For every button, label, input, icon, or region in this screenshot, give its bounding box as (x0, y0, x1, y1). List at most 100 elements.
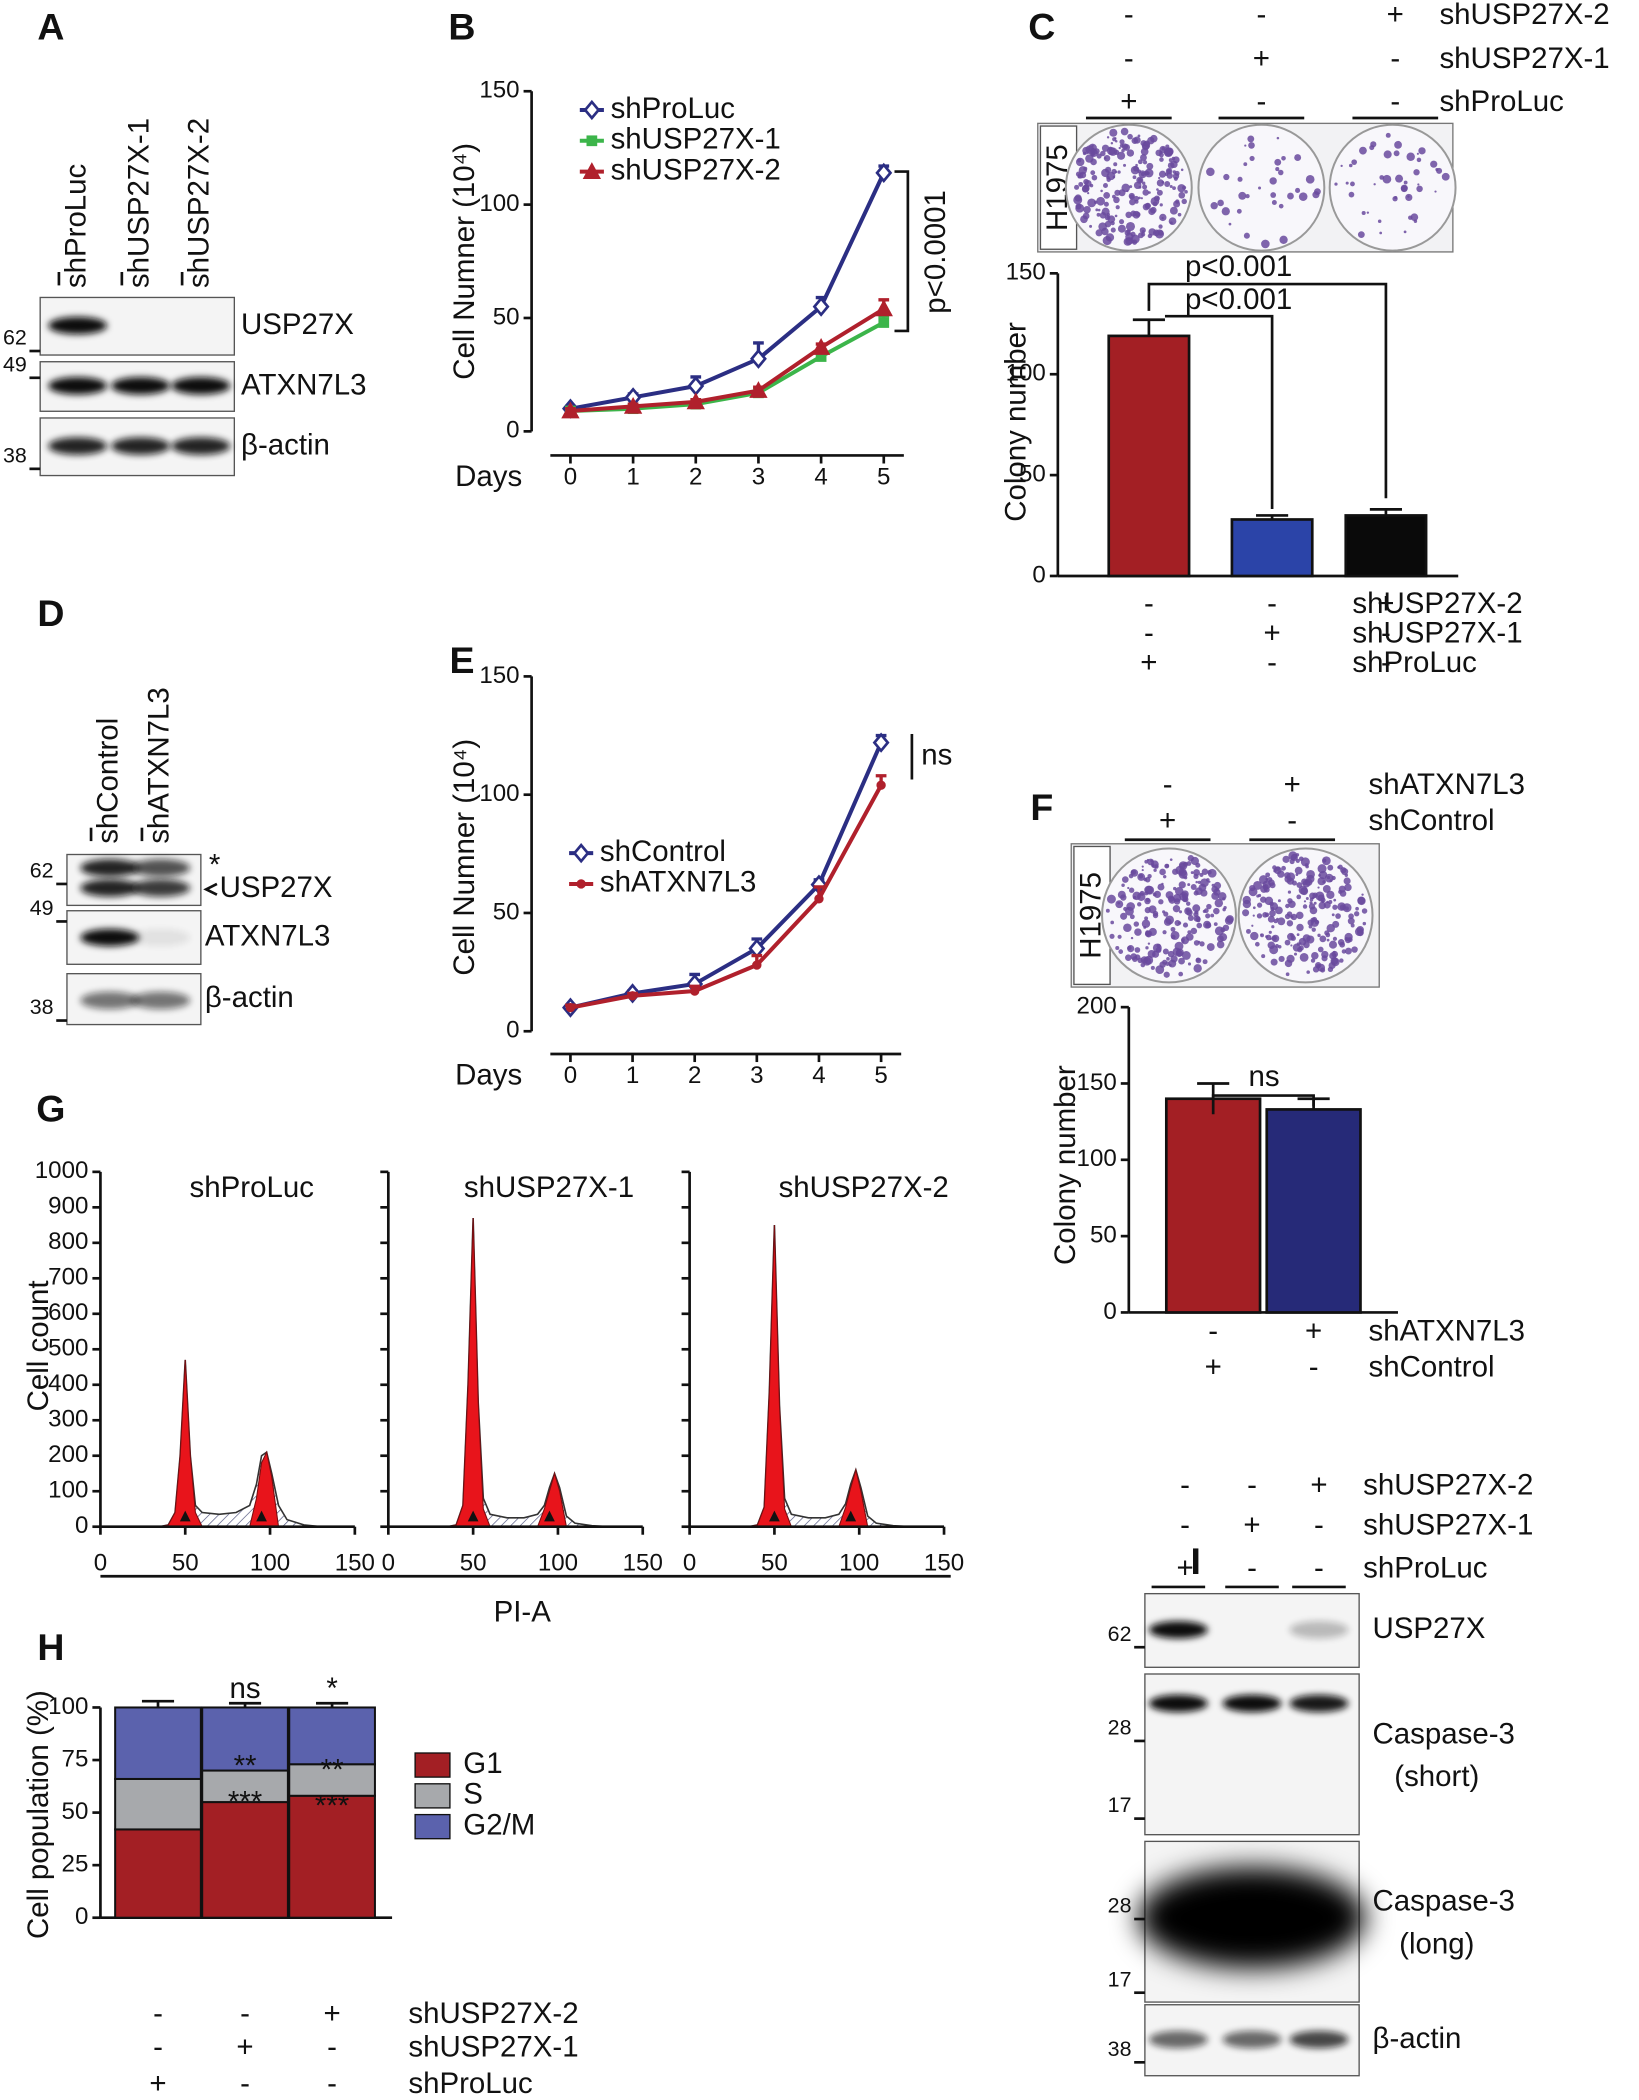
colony (1236, 208, 1242, 214)
panel-label: C (1028, 6, 1055, 48)
legend-label: shUSP27X-1 (611, 123, 781, 156)
colony (1320, 967, 1326, 973)
marker-label: 17 (1108, 1967, 1132, 1991)
colony (1311, 951, 1319, 960)
colony (1168, 959, 1177, 968)
colony (1120, 127, 1129, 136)
condition-sign: + (1120, 85, 1137, 118)
annotation: ns (229, 1672, 260, 1705)
colony (1223, 905, 1227, 910)
colony (1271, 199, 1277, 205)
colony (1162, 948, 1169, 955)
y-tick-label: 800 (48, 1228, 88, 1255)
colony (1359, 146, 1367, 155)
colony (1165, 167, 1173, 175)
x-tick-label: 150 (335, 1550, 375, 1577)
y-tick-label: 700 (48, 1264, 88, 1291)
colony (1105, 233, 1115, 242)
data-point (814, 894, 824, 904)
colony (1144, 859, 1149, 864)
colony (1267, 877, 1273, 883)
colony (1193, 964, 1202, 973)
colony (1339, 958, 1344, 963)
colony (1413, 169, 1420, 176)
colony (1117, 170, 1121, 174)
y-tick-label: 600 (48, 1299, 88, 1326)
colony (1158, 899, 1164, 905)
colony (1178, 191, 1186, 199)
colony (1184, 190, 1188, 194)
y-tick-label: 0 (506, 417, 519, 444)
colony (1284, 913, 1291, 920)
colony (1182, 876, 1185, 879)
colony (1298, 885, 1308, 895)
colony (1170, 930, 1180, 940)
colony (1115, 205, 1120, 210)
colony (1344, 906, 1349, 911)
colony (1275, 167, 1280, 172)
condition-name: shUSP27X-1 (1352, 617, 1522, 650)
colony (1287, 932, 1295, 941)
colony (1328, 940, 1338, 949)
condition-sign: - (1381, 646, 1391, 679)
colony (1120, 894, 1127, 901)
y-tick-label: 900 (48, 1193, 88, 1220)
colony (1141, 865, 1144, 868)
row-label: USP27X (241, 308, 354, 341)
x-tick-label: 3 (752, 464, 765, 491)
condition-name: shUSP27X-1 (1363, 1508, 1533, 1541)
colony (1332, 904, 1338, 910)
band (131, 879, 191, 897)
data-point (876, 780, 886, 790)
colony (1162, 874, 1167, 879)
error-bar (1132, 318, 1165, 336)
x-tick-label: 100 (250, 1550, 290, 1577)
colony (1129, 914, 1135, 920)
colony (1098, 222, 1107, 231)
colony (1150, 206, 1157, 214)
colony (1125, 954, 1132, 961)
band (111, 377, 171, 395)
y-tick-label: 50 (1019, 460, 1046, 487)
colony (1298, 856, 1304, 862)
colony (1196, 922, 1203, 929)
colony (1361, 893, 1364, 896)
legend-label: shATXN7L3 (600, 866, 757, 899)
colony (1147, 233, 1153, 239)
colony (1217, 935, 1224, 943)
colony (1206, 943, 1215, 951)
colony (1178, 971, 1184, 977)
colony (1322, 880, 1326, 884)
colony (1294, 154, 1302, 162)
colony (1085, 145, 1095, 154)
colony (1193, 890, 1199, 896)
colony (1100, 150, 1106, 157)
colony (1265, 872, 1271, 878)
data-point (565, 1002, 576, 1013)
colony (1245, 194, 1250, 199)
colony (1329, 952, 1337, 960)
y-tick-label: 100 (479, 190, 519, 217)
colony (1291, 880, 1297, 886)
colony (1147, 949, 1156, 958)
colony (1095, 208, 1099, 212)
colony (1181, 198, 1187, 205)
bar-segment (114, 1828, 202, 1919)
x-tick-label: 50 (172, 1550, 199, 1577)
y-axis-label: Cell Numner (10⁴) (448, 143, 481, 380)
y-tick-label: 400 (48, 1370, 88, 1397)
marker-label: 49 (3, 352, 27, 376)
colony (1110, 221, 1115, 226)
plate (1328, 123, 1457, 252)
y-tick-label: 200 (1077, 993, 1117, 1020)
colony (1203, 908, 1209, 914)
colony (1187, 962, 1192, 966)
condition-sign: - (1287, 804, 1297, 837)
series-line (570, 172, 886, 411)
colony (1135, 211, 1141, 218)
colony (1257, 902, 1263, 908)
colony (1311, 896, 1315, 900)
condition-sign: + (1243, 1508, 1260, 1541)
colony (1298, 945, 1304, 951)
lane-label: shControl (92, 718, 125, 844)
